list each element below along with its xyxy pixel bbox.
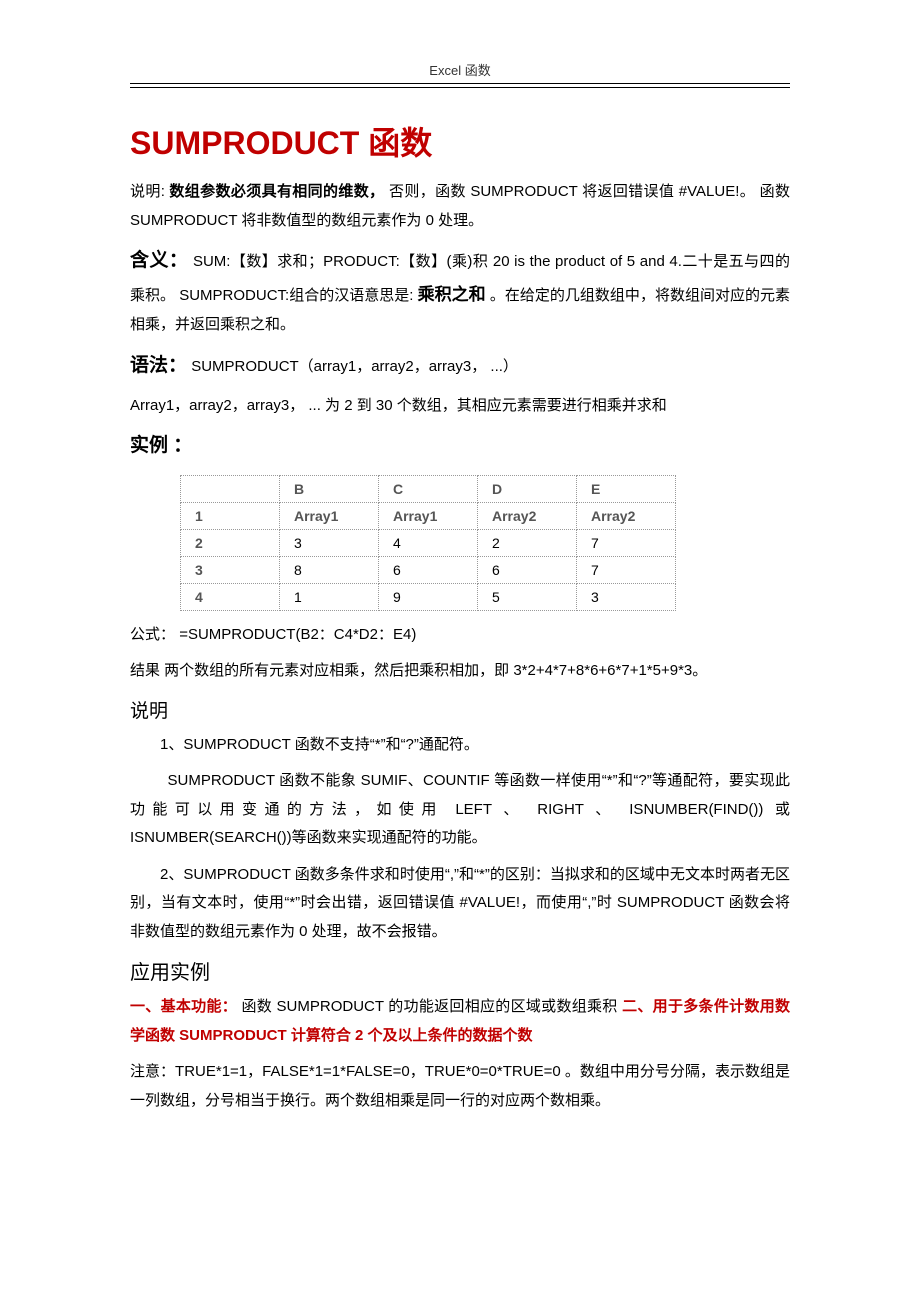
meaning-emph: 乘积之和 — [418, 285, 486, 304]
table-cell: 2 — [478, 529, 577, 556]
example-label-row: 实例 ： — [130, 428, 790, 464]
table-row: 1 Array1 Array1 Array2 Array2 — [181, 502, 676, 529]
meaning-label: 含义： — [130, 250, 188, 271]
header-divider — [130, 83, 790, 88]
desc-label: 说明: — [130, 183, 165, 200]
formula-row: 公式： =SUMPRODUCT(B2：C4*D2：E4) — [130, 621, 790, 650]
table-cell: 4 — [181, 583, 280, 610]
table-cell: E — [577, 475, 676, 502]
table-cell: 2 — [181, 529, 280, 556]
syntax-para: 语法： SUMPRODUCT（array1，array2，array3， ...… — [130, 348, 790, 384]
apply-note: 注意：TRUE*1=1，FALSE*1=1*FALSE=0，TRUE*0=0*T… — [130, 1058, 790, 1115]
syntax-label: 语法： — [130, 355, 187, 376]
page-header: Excel 函数 — [130, 60, 790, 79]
table-row: 3 8 6 6 7 — [181, 556, 676, 583]
table-cell: 6 — [379, 556, 478, 583]
example-label: 实例 ： — [130, 435, 192, 456]
table-cell: B — [280, 475, 379, 502]
table-cell: Array2 — [577, 502, 676, 529]
explain-p3: 2、SUMPRODUCT 函数多条件求和时使用“,”和“*”的区别：当拟求和的区… — [130, 861, 790, 947]
table-cell — [181, 475, 280, 502]
explain-label: 说明 — [130, 696, 790, 723]
apply-label: 应用实例 — [130, 956, 790, 985]
syntax-note: Array1，array2，array3， ... 为 2 到 30 个数组，其… — [130, 392, 790, 421]
table-cell: 3 — [181, 556, 280, 583]
table-cell: 6 — [478, 556, 577, 583]
table-cell: Array1 — [379, 502, 478, 529]
doc-title: SUMPRODUCT 函数 — [130, 118, 790, 164]
table-cell: 1 — [181, 502, 280, 529]
meaning-para: 含义： SUM:【数】求和；PRODUCT:【数】(乘)积 20 is the … — [130, 243, 790, 340]
table-row: 4 1 9 5 3 — [181, 583, 676, 610]
table-cell: C — [379, 475, 478, 502]
explain-p2: SUMPRODUCT 函数不能象 SUMIF、COUNTIF 等函数一样使用“*… — [130, 767, 790, 853]
apply-line1: 一、基本功能： 函数 SUMPRODUCT 的功能返回相应的区域或数组乘积 二、… — [130, 993, 790, 1050]
table-cell: Array2 — [478, 502, 577, 529]
table-cell: D — [478, 475, 577, 502]
syntax-code: SUMPRODUCT（array1，array2，array3， ...） — [191, 358, 518, 375]
table-row: B C D E — [181, 475, 676, 502]
table-cell: Array1 — [280, 502, 379, 529]
formula-label: 公式： — [130, 626, 175, 643]
table-cell: 3 — [577, 583, 676, 610]
table-cell: 7 — [577, 556, 676, 583]
description: 说明: 数组参数必须具有相同的维数， 否则，函数 SUMPRODUCT 将返回错… — [130, 178, 790, 235]
table-cell: 3 — [280, 529, 379, 556]
apply-1a: 一、基本功能： — [130, 998, 237, 1015]
apply-1b: 函数 SUMPRODUCT 的功能返回相应的区域或数组乘积 — [242, 998, 618, 1015]
table-cell: 8 — [280, 556, 379, 583]
desc-bold: 数组参数必须具有相同的维数， — [169, 183, 384, 200]
table-cell: 9 — [379, 583, 478, 610]
table-cell: 4 — [379, 529, 478, 556]
formula-code: =SUMPRODUCT(B2：C4*D2：E4) — [179, 626, 416, 643]
explain-p1: 1、SUMPRODUCT 函数不支持“*”和“?”通配符。 — [130, 731, 790, 760]
example-table: B C D E 1 Array1 Array1 Array2 Array2 2 … — [180, 475, 676, 611]
table-cell: 7 — [577, 529, 676, 556]
table-cell: 5 — [478, 583, 577, 610]
table-cell: 1 — [280, 583, 379, 610]
table-row: 2 3 4 2 7 — [181, 529, 676, 556]
result-text: 结果 两个数组的所有元素对应相乘，然后把乘积相加，即 3*2+4*7+8*6+6… — [130, 657, 790, 686]
